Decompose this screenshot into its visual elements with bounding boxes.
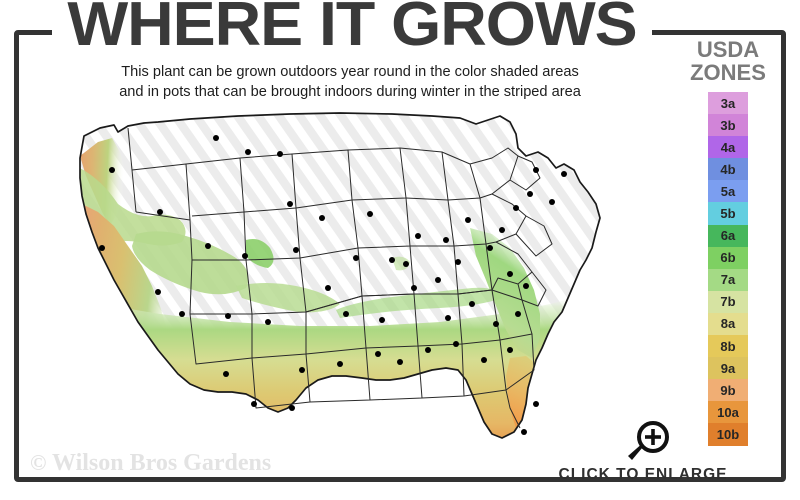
legend-swatch-3a[interactable]: 3a (708, 92, 748, 115)
legend-swatch-label: 6a (720, 228, 736, 244)
legend-swatch-4a[interactable]: 4a (708, 136, 748, 159)
map-color-utah-green (246, 239, 274, 268)
legend-swatch-label: 8b (720, 338, 736, 354)
legend-title-line-2: ZONES (690, 60, 766, 85)
legend-swatch-label: 5b (720, 206, 736, 222)
legend-swatch-5a[interactable]: 5a (708, 180, 748, 203)
legend-swatch-6b[interactable]: 6b (708, 246, 748, 269)
legend-swatch-label: 7a (720, 272, 736, 288)
magnifier-svg (628, 421, 669, 460)
legend-title: USDA ZONES (672, 38, 784, 84)
frame-title-notch (52, 18, 652, 44)
usda-zones-legend: USDA ZONES 3a 3b 4a 4b 5a 5b 6a 6b 7a 7b 8a 8b 9a 9b 1… (672, 38, 784, 446)
legend-swatch-label: 9a (720, 360, 736, 376)
page-title: WHERE IT GROWS (67, 0, 637, 59)
map-svg (79, 112, 601, 439)
legend-swatch-3b[interactable]: 3b (708, 114, 748, 137)
usda-hardiness-map[interactable] (40, 108, 660, 458)
magnifier-plus-icon[interactable] (620, 418, 676, 471)
legend-swatch-label: 10a (717, 404, 739, 420)
legend-swatch-8b[interactable]: 8b (708, 335, 748, 358)
subtitle-line-2: and in pots that can be brought indoors … (119, 84, 581, 100)
legend-swatch-label: 4a (720, 139, 736, 155)
legend-swatch-label: 5a (720, 183, 736, 199)
legend-swatch-4b[interactable]: 4b (708, 158, 748, 181)
legend-swatch-6a[interactable]: 6a (708, 224, 748, 247)
subtitle: This plant can be grown outdoors year ro… (40, 62, 660, 102)
legend-swatch-10b[interactable]: 10b (708, 423, 748, 446)
legend-swatch-list: 3a 3b 4a 4b 5a 5b 6a 6b 7a 7b 8a 8b 9a 9b 10a 10b (672, 92, 784, 446)
legend-swatch-7b[interactable]: 7b (708, 290, 748, 313)
legend-swatch-8a[interactable]: 8a (708, 312, 748, 336)
legend-swatch-label: 3a (720, 95, 736, 111)
map-color-ohio-valley (336, 287, 502, 318)
watermark-text: Wilson Bros Gardens (52, 450, 272, 476)
legend-swatch-label: 8a (720, 316, 736, 332)
legend-swatch-9b[interactable]: 9b (708, 379, 748, 402)
legend-swatch-7a[interactable]: 7a (708, 268, 748, 291)
click-to-enlarge-label[interactable]: CLICK TO ENLARGE (558, 466, 728, 483)
legend-title-line-1: USDA (696, 37, 760, 62)
legend-swatch-10a[interactable]: 10a (708, 401, 748, 424)
map-color-southwest-green (236, 283, 340, 313)
map-state-borders (127, 127, 553, 429)
legend-swatch-label: 7b (720, 294, 736, 310)
map-national-outline (79, 112, 601, 439)
legend-swatch-5b[interactable]: 5b (708, 202, 748, 225)
legend-swatch-label: 10b (716, 426, 740, 442)
legend-swatch-label: 3b (720, 117, 736, 133)
legend-swatch-label: 6b (720, 250, 736, 266)
map-color-great-basin (132, 231, 249, 295)
legend-swatch-label: 9b (720, 382, 736, 398)
legend-swatch-label: 4b (720, 161, 736, 177)
watermark: © Wilson Bros Gardens (30, 450, 271, 477)
legend-swatch-9a[interactable]: 9a (708, 357, 748, 380)
map-color-atlantic-seaboard (470, 228, 540, 358)
map-striped-region (80, 113, 600, 438)
copyright-symbol: © (30, 450, 47, 475)
map-city-dots (99, 135, 567, 435)
subtitle-line-1: This plant can be grown outdoors year ro… (121, 64, 579, 80)
